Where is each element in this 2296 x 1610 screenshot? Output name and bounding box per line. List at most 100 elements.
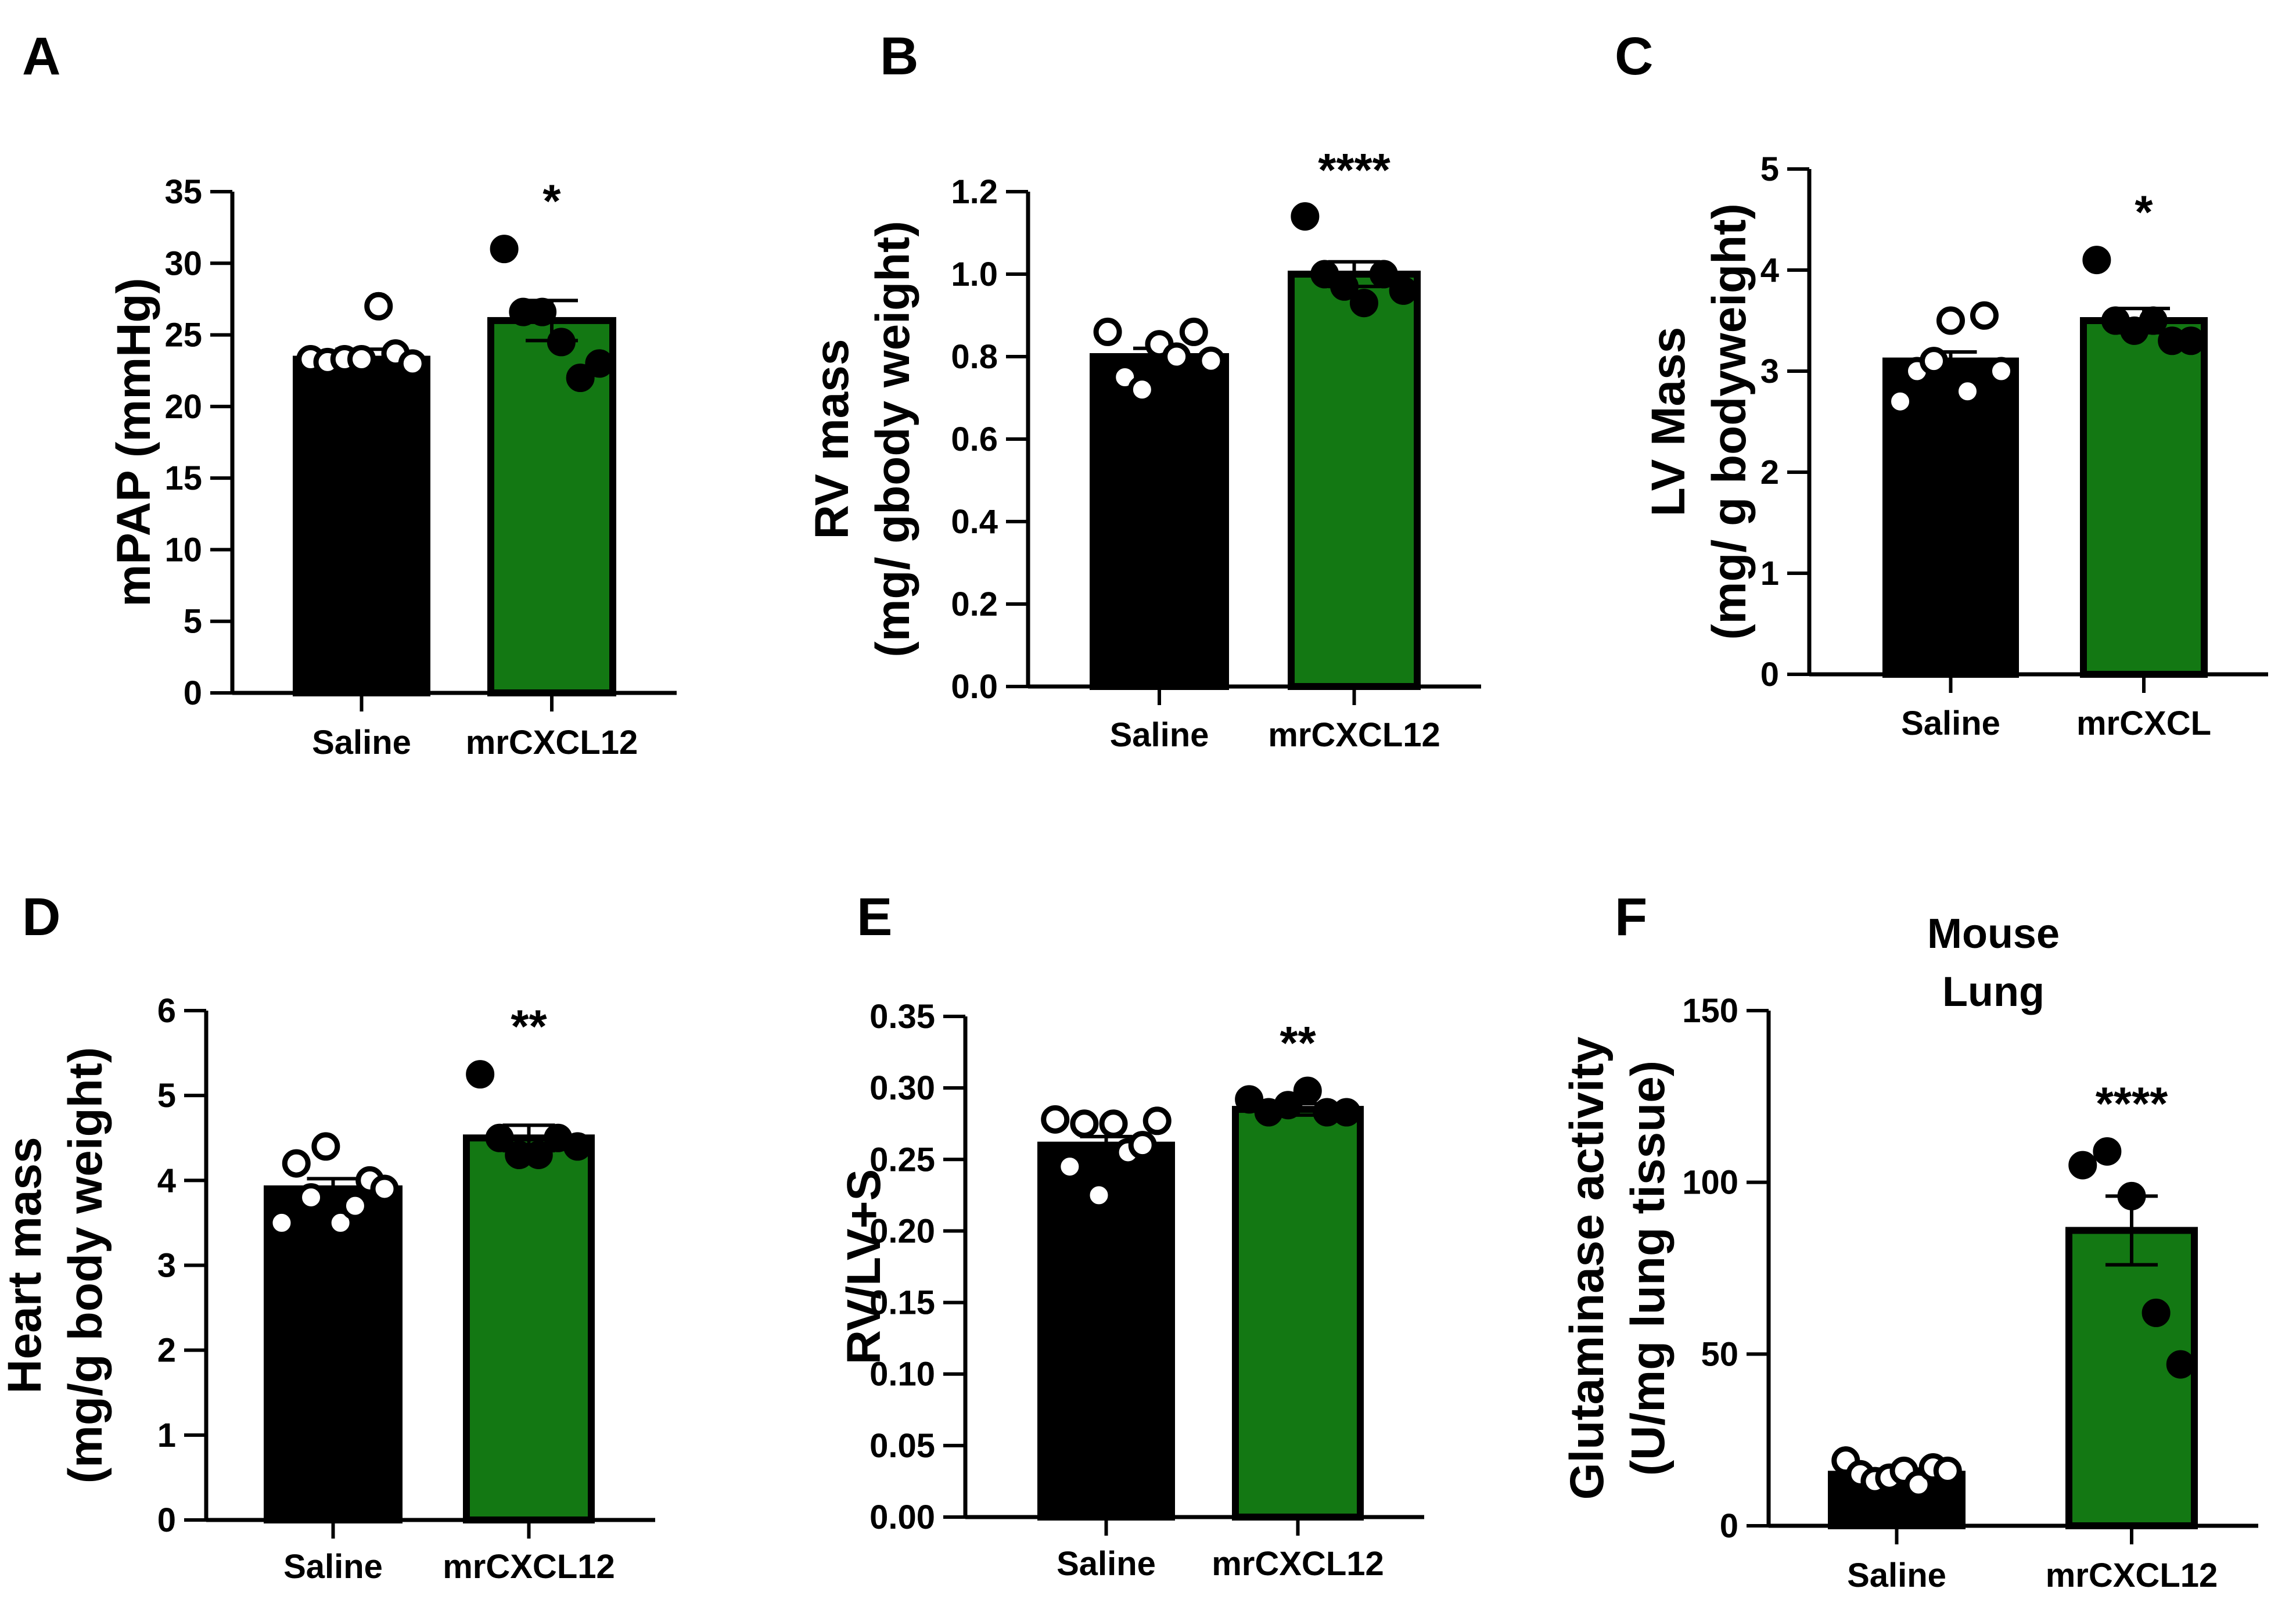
chart-panel-a: A 0 5 10 15 20 25 30 35 mPAP (mmHg) Saline mrCXCL12…	[22, 27, 677, 761]
data-point-saline	[1070, 1109, 1099, 1138]
y-tick-label: 100	[1682, 1164, 1738, 1202]
x-category-label: mrCXCL12	[443, 1548, 615, 1586]
y-tick-label: 0	[157, 1501, 176, 1539]
y-tick-label: 0.8	[951, 338, 998, 376]
data-point-treatment	[566, 364, 595, 393]
y-tick-label: 6	[157, 992, 176, 1030]
data-point-saline	[1142, 1106, 1172, 1135]
y-tick-label: 0.4	[951, 503, 998, 541]
significance-label: ****	[1318, 144, 1390, 196]
x-category-label: Saline	[1110, 716, 1209, 754]
y-tick-label: 5	[157, 1077, 176, 1115]
y-tick-label: 50	[1701, 1335, 1738, 1373]
data-point-treatment	[485, 1123, 514, 1152]
data-point-saline	[282, 1149, 311, 1178]
bar-saline	[264, 1185, 403, 1523]
y-tick-label: 2	[1760, 454, 1779, 491]
y-tick-label: 0.30	[869, 1069, 935, 1107]
data-point-saline	[340, 1191, 369, 1220]
panel-letter: D	[22, 887, 60, 947]
data-point-treatment	[1330, 272, 1359, 301]
y-tick-label: 0.10	[869, 1356, 935, 1393]
y-tick-label: 0.6	[951, 421, 998, 458]
data-point-treatment	[1349, 289, 1378, 318]
data-point-saline	[1179, 317, 1208, 346]
panel-letter: A	[22, 27, 60, 86]
data-point-treatment	[1310, 260, 1339, 289]
data-point-treatment	[585, 349, 614, 378]
panel-letter: F	[1615, 887, 1647, 947]
data-point-treatment	[524, 1140, 553, 1169]
bar-treatment	[1232, 1106, 1364, 1521]
x-category-label: Saline	[1901, 705, 2000, 742]
panel-letter: B	[880, 27, 918, 86]
data-point-saline	[1933, 1456, 1962, 1485]
y-tick-label: 3	[157, 1247, 176, 1285]
chart-panel-e: E 0.00 0.05 0.10 0.15 0.20 0.25 0.30 0.35 RV/LV+S…	[838, 887, 1424, 1583]
significance-label: *	[542, 175, 561, 227]
data-point-saline	[1936, 306, 1965, 335]
data-point-saline	[1904, 1470, 1933, 1499]
data-point-saline	[370, 1174, 399, 1203]
data-point-treatment	[2117, 1181, 2146, 1210]
bar-treatment	[2080, 317, 2208, 678]
data-point-treatment	[528, 297, 557, 326]
data-point-treatment	[1389, 276, 1418, 305]
y-tick-label: 0	[1760, 656, 1779, 693]
panel-letter: C	[1615, 27, 1653, 86]
data-point-saline	[1041, 1105, 1070, 1134]
data-point-treatment	[547, 328, 576, 357]
x-category-label: Saline	[283, 1548, 383, 1586]
data-point-treatment	[2068, 1151, 2097, 1180]
y-axis-title: Glutaminase activity	[1561, 1036, 1614, 1500]
bar-treatment	[2065, 1227, 2198, 1530]
data-point-treatment	[2176, 326, 2205, 355]
y-tick-label: 0.2	[951, 585, 998, 623]
data-point-saline	[1920, 347, 1949, 376]
y-tick-label: 1	[1760, 555, 1779, 592]
data-point-treatment	[2093, 1137, 2122, 1166]
data-point-treatment	[466, 1060, 495, 1089]
data-point-saline	[1953, 377, 1982, 406]
data-point-saline	[347, 344, 376, 373]
data-point-treatment	[490, 235, 519, 264]
x-category-label: Saline	[1847, 1557, 1946, 1594]
data-point-treatment	[2166, 1350, 2195, 1379]
significance-label: **	[1280, 1017, 1316, 1069]
y-tick-label: 0	[184, 674, 202, 712]
y-tick-label: 35	[164, 173, 202, 211]
chart-panel-f: F Mouse Lung 0 50 100 150 Glutaminase activity(…	[1561, 887, 2258, 1594]
panel-letter: E	[857, 887, 892, 947]
y-tick-label: 5	[184, 603, 202, 641]
data-point-saline	[398, 349, 427, 378]
x-category-label: mrCXCL12	[1212, 1545, 1384, 1583]
y-tick-label: 30	[164, 245, 202, 282]
y-axis-title: RV mass	[806, 339, 858, 540]
data-point-treatment	[563, 1132, 592, 1161]
y-tick-label: 0.25	[869, 1141, 935, 1178]
y-axis-title: mPAP (mmHg)	[107, 278, 160, 606]
data-point-saline	[364, 292, 393, 321]
y-tick-label: 0.0	[951, 668, 998, 706]
chart-title-line: Lung	[1942, 969, 2045, 1015]
y-tick-label: 4	[1760, 251, 1779, 289]
significance-label: **	[511, 1001, 547, 1052]
data-point-saline	[326, 1208, 355, 1237]
y-tick-label: 4	[157, 1162, 176, 1199]
y-tick-label: 0.00	[869, 1498, 935, 1536]
chart-panel-d: D 0 1 2 3 4 5 6 Heart mass (mg/g body weight) Sali…	[0, 887, 655, 1586]
significance-label: ****	[2096, 1077, 2168, 1129]
data-point-treatment	[1274, 1091, 1303, 1120]
data-point-treatment	[1235, 1085, 1264, 1114]
x-category-label: mrCXCL	[2076, 705, 2211, 742]
y-tick-label: 0.35	[869, 998, 935, 1036]
data-point-saline	[1084, 1181, 1113, 1210]
y-tick-label: 0.05	[869, 1427, 935, 1465]
x-category-label: Saline	[1057, 1545, 1156, 1583]
significance-label: *	[2135, 186, 2153, 238]
y-tick-label: 15	[164, 459, 202, 497]
y-axis-title: (mg/ g bodyweight)	[1703, 203, 1756, 640]
y-axis-title: (mg/ gbody weight)	[867, 221, 919, 657]
bar-saline	[1090, 353, 1229, 690]
